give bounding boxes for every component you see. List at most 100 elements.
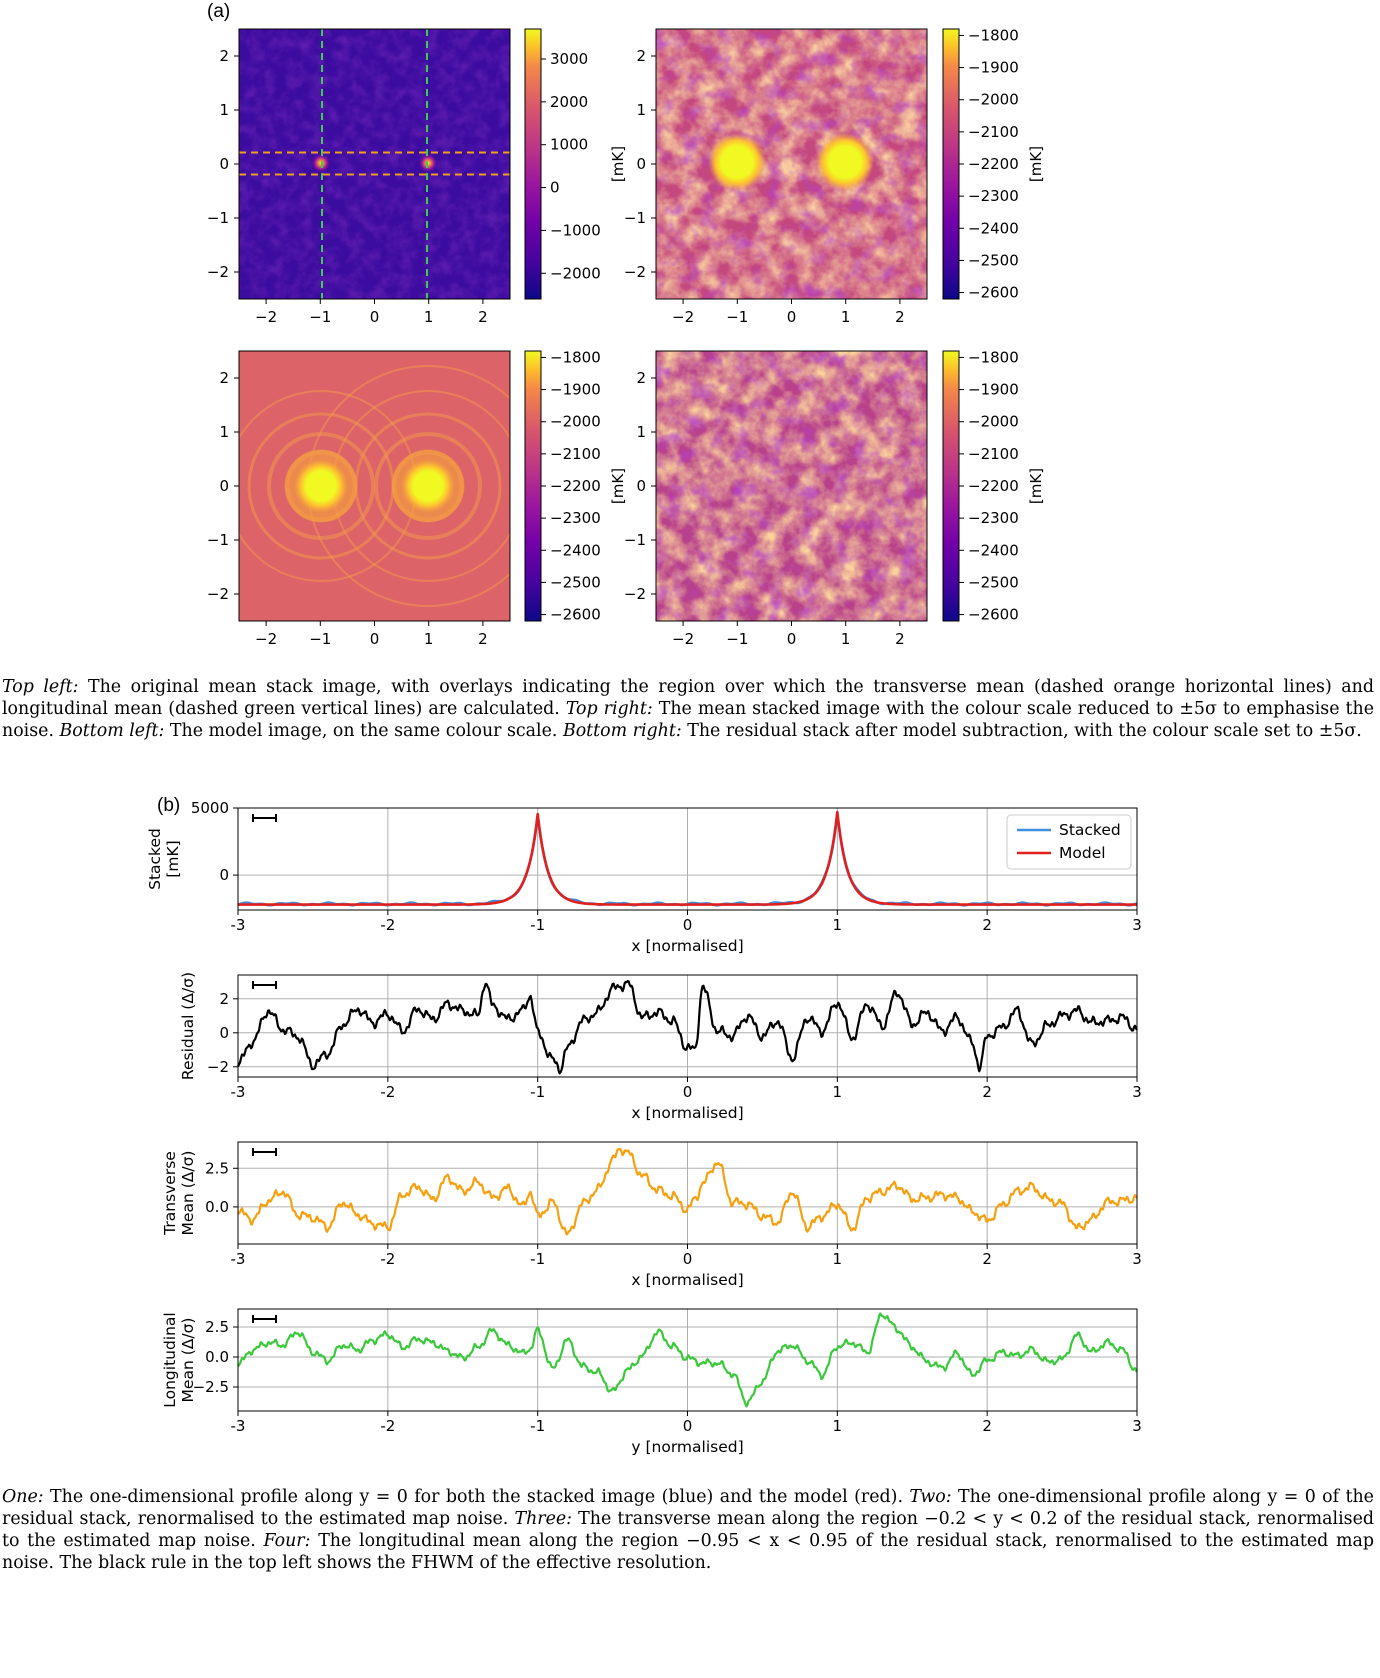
y-tick-label: 5000: [191, 799, 229, 817]
colorbar-tick-label: −2600: [968, 284, 1019, 302]
x-axis-label: x [normalised]: [631, 1271, 743, 1289]
x-tick-label: -3: [231, 1083, 246, 1101]
y-tick-label: −2: [207, 1058, 229, 1076]
y-axis-label: Stacked: [146, 828, 164, 890]
y-tick-label: −1: [207, 531, 229, 549]
series-line: [237, 1312, 1138, 1408]
y-tick-label: 2.5: [205, 1159, 229, 1177]
colorbar-tick-label: −2200: [968, 155, 1019, 173]
colorbar-tick-label: −2100: [968, 123, 1019, 141]
x-tick-label: -1: [530, 1083, 545, 1101]
colorbar-tick-label: −1900: [968, 381, 1019, 399]
colorbar-tick-label: −2000: [550, 413, 601, 431]
line-chart-b-longitudinal: -3 -2 -1 0 1 2 3 2.5 0.0 −2.5 y [normalised] Longit…: [161, 1308, 1142, 1456]
y-tick-label: 1: [219, 101, 229, 119]
heatmap-bottom-left: [239, 351, 510, 621]
x-tick-label: 0: [683, 1417, 693, 1435]
caption-a-tr-head: Top right:: [565, 699, 653, 719]
x-axis-label: x [normalised]: [631, 1104, 743, 1122]
x-tick-label: 0: [787, 308, 797, 326]
caption-b: One: The one-dimensional profile along y…: [2, 1486, 1374, 1574]
y-tick-label: 2: [219, 369, 229, 387]
y-tick-label: −2: [624, 263, 646, 281]
x-tick-label: 0: [683, 916, 693, 934]
colorbar-tick-label: −2200: [550, 477, 601, 495]
x-tick-label: 3: [1132, 1417, 1142, 1435]
x-tick-label: 2: [982, 1417, 992, 1435]
y-tick-label: −1: [624, 531, 646, 549]
x-tick-label: 0: [370, 308, 380, 326]
y-tick-label: −2: [207, 263, 229, 281]
x-tick-label: -1: [530, 916, 545, 934]
y-axis-label: Mean (Δ/σ): [179, 1151, 197, 1236]
overlay-lines: [239, 29, 510, 299]
model-blob-right: [401, 459, 455, 513]
caption-b-two-text: The one-dimensional profile along y = 0 …: [2, 1487, 1374, 1529]
caption-b-three-text: The transverse mean along the region −0.…: [2, 1509, 1375, 1551]
colorbar-tick-label: −2300: [968, 509, 1019, 527]
x-tick-label: 3: [1132, 1083, 1142, 1101]
caption-a-br-head: Bottom right:: [562, 721, 682, 741]
colorbar-tick-label: −2600: [550, 606, 601, 624]
colorbar-tick-label: −2000: [968, 413, 1019, 431]
heatmap-top-right: [656, 29, 927, 299]
colorbar: [524, 28, 542, 300]
caption-b-one-text: The one-dimensional profile along y = 0 …: [43, 1487, 910, 1507]
x-tick-label: −2: [255, 308, 277, 326]
colorbar-tick-label: −2400: [968, 541, 1019, 559]
colorbar-tick-label: 1000: [550, 136, 588, 154]
y-tick-label: −1: [624, 209, 646, 227]
colorbar-tick-label: −1900: [550, 381, 601, 399]
y-tick-label: 0: [219, 155, 229, 173]
x-tick-label: −1: [726, 308, 748, 326]
y-tick-label: −2: [207, 585, 229, 603]
colorbar-tick-label: 2000: [550, 93, 588, 111]
colorbar-tick-label: −2500: [968, 573, 1019, 591]
x-tick-label: 3: [1132, 1250, 1142, 1268]
x-tick-label: -3: [231, 916, 246, 934]
caption-a-bl-head: Bottom left:: [59, 721, 165, 741]
x-tick-label: 1: [833, 916, 843, 934]
y-tick-label: 0.0: [205, 1348, 229, 1366]
x-tick-label: 2: [982, 916, 992, 934]
x-tick-label: 1: [833, 1083, 843, 1101]
colorbar-tick-label: −2300: [550, 509, 601, 527]
heatmap-bottom-right: [656, 351, 927, 621]
y-tick-label: 2.5: [205, 1318, 229, 1336]
x-tick-label: 1: [424, 308, 434, 326]
colorbar-label: [mK]: [609, 146, 627, 182]
y-tick-label: 2: [636, 47, 646, 65]
colorbar-label: [mK]: [1027, 468, 1045, 504]
colorbar: [942, 28, 960, 300]
colorbar-tick-label: −1800: [550, 348, 601, 366]
colorbar-label: [mK]: [1027, 146, 1045, 182]
colorbar-tick-label: 0: [550, 179, 560, 197]
heatmap-panels: [239, 29, 927, 621]
x-tick-label: -2: [380, 1083, 395, 1101]
x-tick-label: 0: [370, 630, 380, 648]
x-tick-label: -3: [231, 1417, 246, 1435]
colorbar-tick-label: −1900: [968, 59, 1019, 77]
y-tick-label: 0: [219, 1024, 229, 1042]
heatmap-axes-a-top-right: −2 −1 0 1 2 2 1 0 −1 −2 −1800 −1900 −2000 −2100 −2200 −…: [624, 26, 1045, 326]
caption-b-one-head: One:: [2, 1487, 44, 1507]
blob-right: [816, 133, 874, 191]
x-tick-label: 3: [1132, 916, 1142, 934]
x-tick-label: -2: [380, 1417, 395, 1435]
caption-b-two-head: Two:: [909, 1487, 952, 1507]
heatmap-axes-a-bottom-right: −2 −1 0 1 2 2 1 0 −1 −2 −1800 −1900 −2000 −2100 −2200 −…: [624, 348, 1045, 648]
x-tick-label: -1: [530, 1250, 545, 1268]
y-tick-label: 2: [219, 47, 229, 65]
x-tick-label: 1: [833, 1250, 843, 1268]
colorbar-tick-label: −1800: [968, 26, 1019, 44]
y-tick-label: −1: [207, 209, 229, 227]
x-tick-label: -3: [231, 1250, 246, 1268]
colorbar-tick-label: −2100: [550, 445, 601, 463]
line-chart-b-transverse: -3 -2 -1 0 1 2 3 2.5 0.0 x [normalised] Transverse…: [161, 1141, 1142, 1289]
y-tick-label: 0: [636, 155, 646, 173]
x-tick-label: 2: [982, 1250, 992, 1268]
panel-b-label: (b): [157, 795, 181, 816]
y-tick-label: 1: [219, 423, 229, 441]
colorbar-tick-label: −2600: [968, 606, 1019, 624]
y-tick-label: 2: [219, 990, 229, 1008]
